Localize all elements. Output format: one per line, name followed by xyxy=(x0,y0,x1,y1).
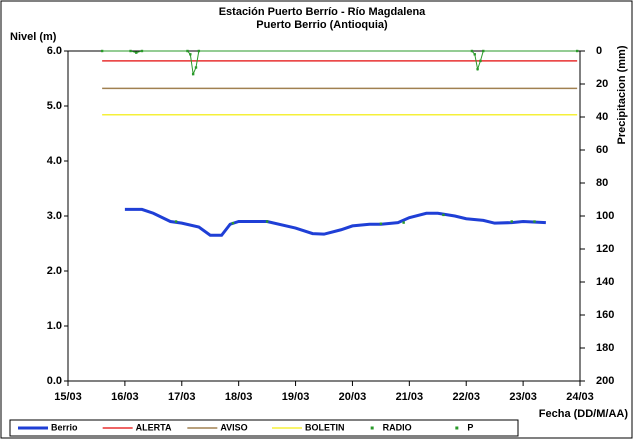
series-dot xyxy=(533,220,536,223)
legend-label: ALERTA xyxy=(136,422,172,432)
legend-label: Berrio xyxy=(51,422,78,432)
series-dot xyxy=(194,66,198,69)
series-dot xyxy=(140,49,144,53)
series-dot xyxy=(476,67,479,71)
x-tick-label: 18/03 xyxy=(225,391,253,403)
series-dot xyxy=(379,222,383,225)
legend-box xyxy=(9,419,519,437)
y2-tick-label: 160 xyxy=(596,309,614,321)
series-dot xyxy=(470,49,474,53)
y2-axis-label: Precipitacion (mm) xyxy=(616,45,628,144)
x-tick-label: 21/03 xyxy=(396,391,424,403)
legend-label: RADIO xyxy=(383,422,412,432)
series-dot xyxy=(482,49,485,53)
series-dot xyxy=(575,49,579,53)
legend: Berrio ALERTA AVISO BOLETIN RADIO P xyxy=(9,419,519,437)
series-dot xyxy=(479,59,482,63)
y2-tick-label: 0 xyxy=(596,45,602,57)
x-tick-label: 22/03 xyxy=(452,391,480,403)
series-dot xyxy=(473,53,476,56)
x-axis-label: Fecha (DD/M/AA) xyxy=(539,408,629,420)
series-dot xyxy=(442,213,445,217)
legend-symbol xyxy=(370,426,374,430)
series-dot xyxy=(402,221,405,224)
y-tick-label: 4.0 xyxy=(47,155,62,167)
y-tick-label: 5.0 xyxy=(47,100,62,112)
y-tick-label: 1.0 xyxy=(47,320,62,332)
y2-tick-label: 140 xyxy=(596,276,614,288)
legend-label: P xyxy=(467,422,473,432)
series-dot xyxy=(174,220,178,223)
y2-tick-label: 80 xyxy=(596,177,608,189)
legend-label: BOLETIN xyxy=(305,422,345,432)
x-tick-label: 15/03 xyxy=(54,391,82,403)
series-dot xyxy=(197,49,201,53)
series-dot xyxy=(186,49,189,53)
y2-tick-label: 120 xyxy=(596,243,614,255)
y-tick-label: 3.0 xyxy=(47,210,62,222)
x-tick-label: 19/03 xyxy=(282,391,310,403)
y2-tick-label: 200 xyxy=(596,375,614,387)
series-dot xyxy=(510,220,513,223)
y2-tick-label: 20 xyxy=(596,78,608,90)
x-tick-label: 20/03 xyxy=(339,391,367,403)
legend-symbol xyxy=(455,426,459,430)
chart-subtitle: Puerto Berrio (Antioquia) xyxy=(256,19,388,31)
y-tick-label: 0.0 xyxy=(47,375,62,387)
series-dot xyxy=(265,220,269,223)
x-tick-label: 16/03 xyxy=(111,391,139,403)
y2-tick-label: 40 xyxy=(596,111,608,123)
x-tick-label: 17/03 xyxy=(168,391,196,403)
x-tick-label: 24/03 xyxy=(566,391,594,403)
legend-label: AVISO xyxy=(220,422,247,432)
series-dot xyxy=(129,49,132,53)
y-axis-label: Nivel (m) xyxy=(10,31,57,43)
y2-tick-label: 180 xyxy=(596,342,614,354)
y2-tick-label: 100 xyxy=(596,210,614,222)
series-line xyxy=(124,207,546,237)
y-tick-label: 6.0 xyxy=(47,45,62,57)
series-dot xyxy=(191,72,195,76)
series-dot xyxy=(135,51,138,54)
y2-tick-label: 60 xyxy=(596,144,608,156)
series-dot xyxy=(231,221,235,225)
series-dot xyxy=(189,53,192,56)
chart-title: Estación Puerto Berrío - Río Magdalena xyxy=(219,6,426,18)
x-tick-label: 23/03 xyxy=(509,391,537,403)
y-tick-label: 2.0 xyxy=(47,265,62,277)
series-dot xyxy=(100,49,104,53)
